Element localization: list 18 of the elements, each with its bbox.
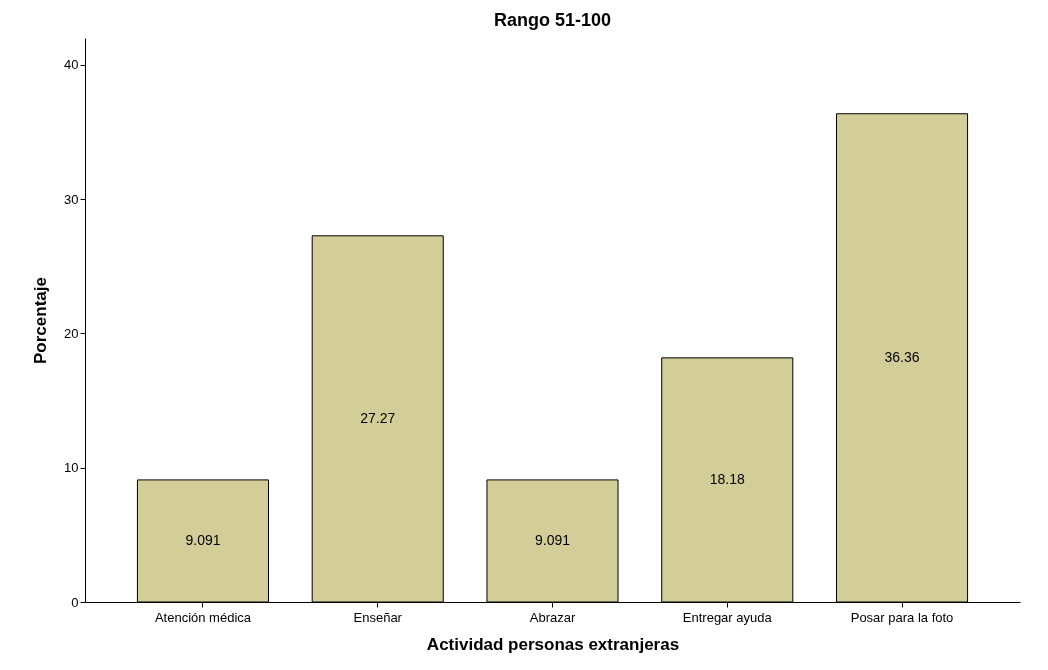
data-label: 9.091	[185, 531, 221, 548]
y-tick-label: 40	[64, 57, 79, 73]
x-tick-label: Enseñar	[353, 609, 403, 625]
x-tick-label: Entregar ayuda	[682, 609, 773, 625]
y-tick-label: 10	[64, 460, 79, 476]
chart-title: Rango 51-100	[493, 10, 612, 30]
data-label: 9.091	[534, 531, 571, 548]
y-axis-title: Porcentaje	[31, 277, 51, 364]
data-label: 36.36	[884, 348, 920, 365]
y-tick-label: 0	[71, 594, 79, 610]
x-axis-title: Actividad personas extranjeras	[426, 634, 680, 654]
x-tick-label: Atención médica	[154, 609, 252, 625]
data-label: 27.27	[360, 409, 396, 426]
x-tick-label: Abrazar	[529, 609, 576, 625]
y-tick-label: 30	[64, 191, 79, 207]
data-label: 18.18	[709, 470, 745, 487]
x-tick-label: Posar para la foto	[850, 609, 954, 625]
y-tick-label: 20	[64, 325, 79, 341]
